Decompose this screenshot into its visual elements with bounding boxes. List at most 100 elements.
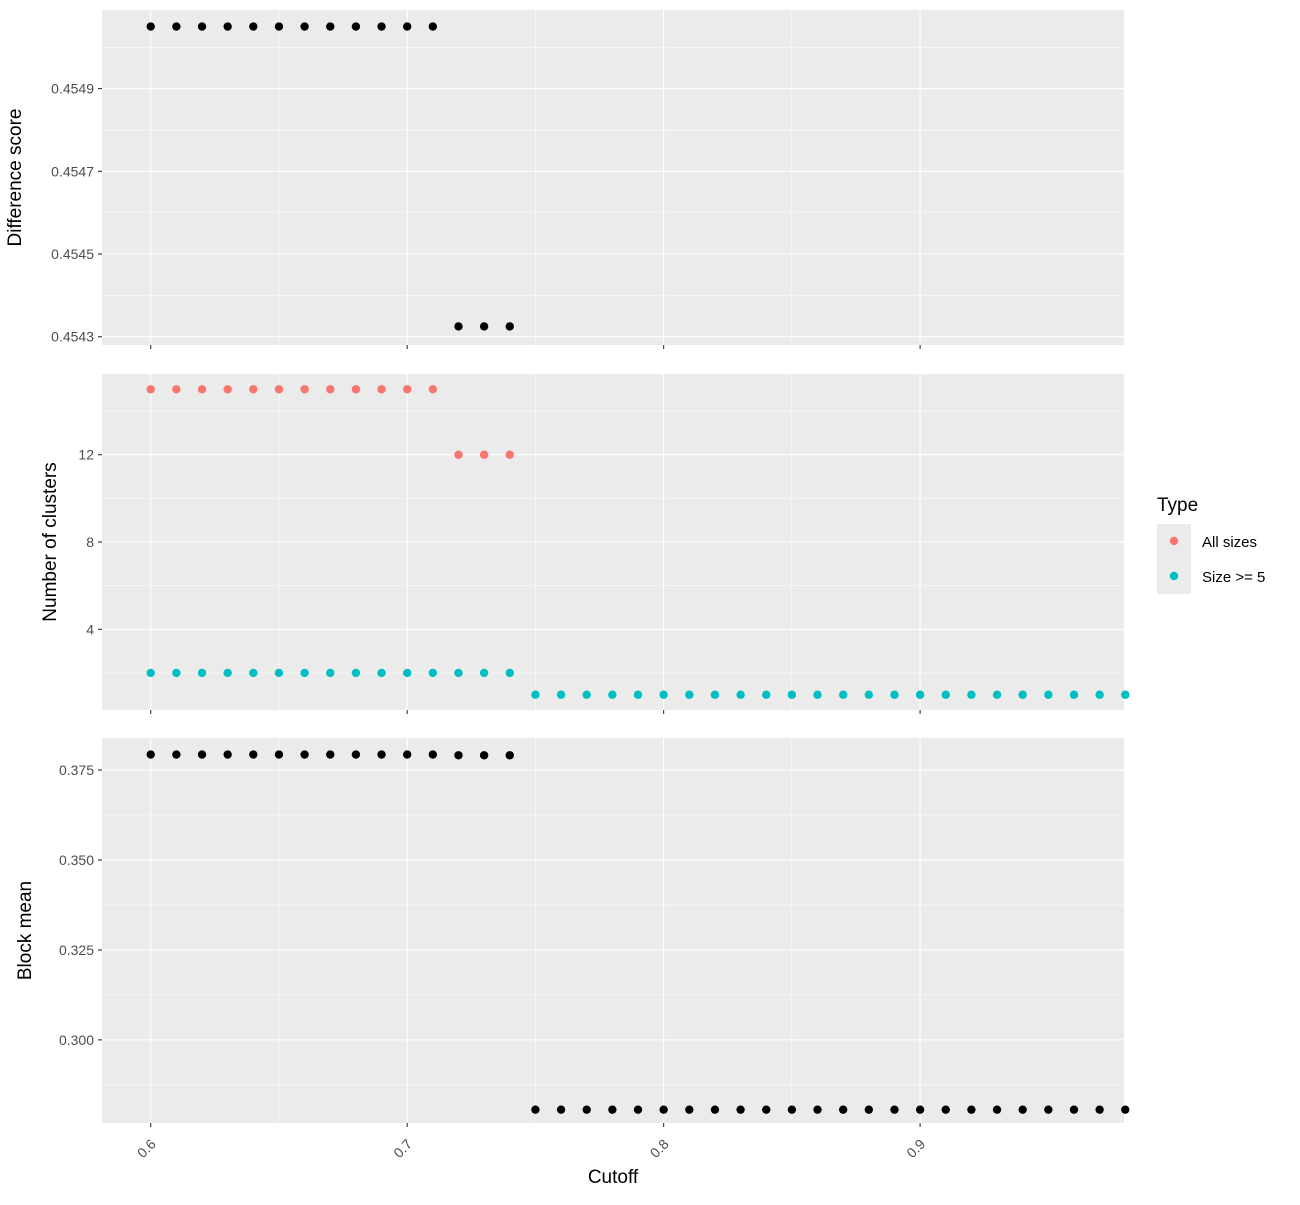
y-tick-label: 12 — [78, 447, 94, 463]
data-point — [531, 690, 540, 699]
data-point — [377, 22, 386, 31]
data-point — [1044, 690, 1053, 699]
data-point — [710, 1105, 720, 1114]
series-1 — [146, 750, 1130, 1114]
data-point — [351, 668, 361, 678]
y-tick-label: 0.300 — [59, 1032, 94, 1048]
x-tick-label: 0.9 — [903, 1136, 928, 1161]
data-point — [454, 450, 463, 459]
data-point — [172, 668, 181, 678]
data-point — [685, 1105, 694, 1114]
data-point — [454, 322, 463, 331]
y-tick-label: 0.4543 — [51, 329, 94, 345]
data-point — [505, 322, 514, 331]
legend-key-dot — [1169, 536, 1179, 546]
data-point — [428, 668, 438, 678]
data-point — [967, 690, 976, 699]
data-point — [941, 690, 950, 699]
data-point — [172, 385, 181, 394]
data-point — [326, 750, 335, 759]
data-point — [608, 1105, 617, 1114]
data-point — [377, 750, 386, 759]
data-point — [402, 385, 412, 394]
x-tick-label: 0.7 — [390, 1136, 415, 1161]
data-point — [479, 668, 489, 678]
panel-background — [102, 10, 1124, 345]
data-point — [146, 750, 155, 759]
data-point — [377, 385, 386, 394]
data-point — [967, 1105, 976, 1114]
y-axis-title: Number of clusters — [40, 462, 61, 621]
panel-2: 4 8 12 Number of clusters — [40, 374, 1130, 714]
data-point — [428, 385, 438, 394]
data-point — [172, 750, 181, 759]
y-tick-label: 0.375 — [59, 762, 94, 778]
data-point — [1095, 1105, 1104, 1114]
data-point — [838, 690, 848, 699]
data-point — [1069, 690, 1079, 699]
data-point — [300, 385, 309, 394]
data-point — [787, 1105, 797, 1114]
data-point — [172, 22, 181, 31]
series-1 — [146, 385, 514, 459]
data-point — [197, 22, 207, 31]
data-point — [505, 751, 514, 760]
data-point — [736, 1105, 745, 1114]
data-point — [402, 22, 412, 31]
legend-key-background — [1157, 524, 1191, 594]
data-point — [454, 751, 463, 760]
data-point — [274, 750, 284, 759]
data-point — [890, 690, 899, 699]
y-tick-label: 0.4549 — [51, 81, 94, 97]
data-point — [838, 1105, 848, 1114]
data-point — [915, 1105, 925, 1114]
panel-1: 0.4543 0.4545 0.4547 0.4549 Difference score — [5, 10, 1124, 349]
data-point — [582, 690, 591, 699]
data-point — [197, 750, 207, 759]
data-point — [300, 22, 309, 31]
legend-title: Type — [1157, 495, 1198, 516]
data-point — [146, 22, 155, 31]
data-point — [659, 1105, 668, 1114]
data-point — [249, 750, 258, 759]
series-2 — [146, 668, 1130, 699]
data-point — [736, 690, 745, 699]
data-point — [864, 1105, 874, 1114]
data-point — [326, 668, 335, 678]
series-1 — [146, 22, 514, 331]
data-point — [454, 668, 463, 678]
data-point — [505, 668, 514, 678]
data-point — [915, 690, 925, 699]
data-point — [197, 385, 207, 394]
data-point — [890, 1105, 899, 1114]
data-point — [479, 450, 489, 459]
data-point — [249, 385, 258, 394]
y-tick-label: 0.325 — [59, 942, 94, 958]
data-point — [582, 1105, 591, 1114]
data-point — [787, 690, 797, 699]
x-tick-label: 0.8 — [647, 1136, 672, 1161]
data-point — [223, 385, 232, 394]
data-point — [1018, 690, 1027, 699]
data-point — [992, 1105, 1002, 1114]
panel-3: 0.300 0.325 0.350 0.375 Block mean — [15, 738, 1130, 1127]
data-point — [274, 22, 284, 31]
data-point — [479, 322, 489, 331]
data-point — [1121, 1105, 1130, 1114]
data-point — [146, 668, 155, 678]
data-point — [223, 22, 232, 31]
data-point — [710, 690, 720, 699]
data-point — [813, 1105, 822, 1114]
y-tick-label: 0.4545 — [51, 246, 94, 262]
data-point — [1044, 1105, 1053, 1114]
data-point — [633, 690, 643, 699]
data-point — [326, 22, 335, 31]
y-tick-label: 8 — [86, 534, 94, 550]
data-point — [813, 690, 822, 699]
legend-label: Size >= 5 — [1202, 569, 1265, 586]
data-point — [274, 668, 284, 678]
data-point — [351, 385, 361, 394]
data-point — [351, 22, 361, 31]
panel-background — [102, 738, 1124, 1123]
